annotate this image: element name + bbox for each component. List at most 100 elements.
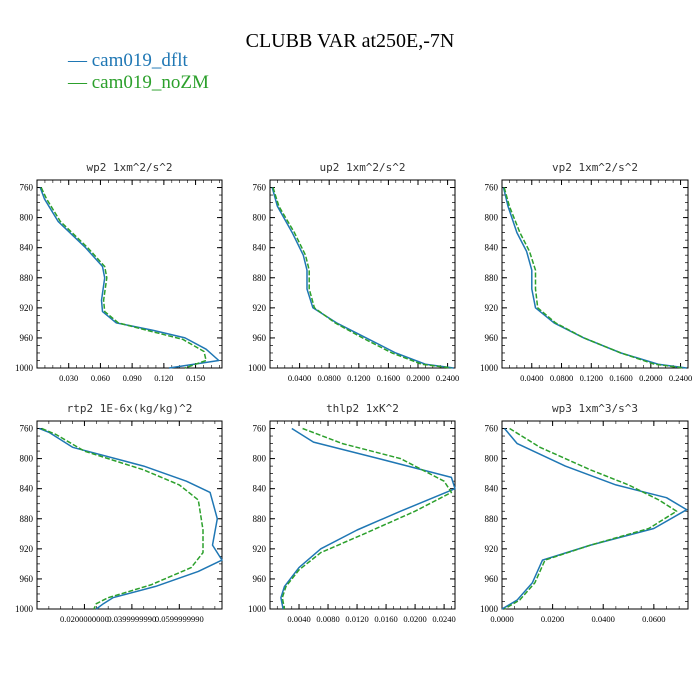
y-tick-label: 760 (253, 183, 267, 193)
x-tick-label: 0.0200000000 (60, 614, 109, 624)
y-tick-label: 800 (485, 454, 499, 464)
y-tick-label: 1000 (15, 363, 34, 373)
y-tick-label: 880 (20, 514, 34, 524)
y-tick-label: 1000 (480, 363, 499, 373)
y-tick-label: 800 (253, 213, 267, 223)
y-tick-label: 760 (20, 183, 34, 193)
panel-title: vp2 1xm^2/s^2 (552, 161, 638, 174)
x-tick-label: 0.1600 (377, 373, 400, 383)
y-tick-label: 840 (253, 243, 267, 253)
y-tick-label: 800 (20, 454, 34, 464)
y-tick-label: 840 (253, 484, 267, 494)
y-tick-label: 920 (20, 303, 34, 313)
y-tick-label: 880 (20, 273, 34, 283)
y-tick-label: 760 (485, 424, 499, 434)
y-tick-label: 960 (20, 574, 34, 584)
x-tick-label: 0.1200 (580, 373, 603, 383)
panel-title: thlp2 1xK^2 (326, 402, 399, 415)
y-tick-label: 880 (253, 514, 267, 524)
y-tick-label: 840 (20, 484, 34, 494)
x-tick-label: 0.0399999990 (107, 614, 156, 624)
y-tick-label: 960 (485, 333, 499, 343)
x-tick-label: 0.0400 (592, 614, 615, 624)
x-tick-label: 0.0400 (520, 373, 543, 383)
x-tick-label: 0.0599999990 (155, 614, 204, 624)
panel-title: wp2 1xm^2/s^2 (86, 161, 172, 174)
y-tick-label: 960 (253, 574, 267, 584)
plot-frame (269, 179, 456, 369)
series-line-cam019-nozm (41, 427, 204, 610)
x-tick-label: 0.1600 (609, 373, 632, 383)
series-line-cam019-dflt (501, 428, 688, 610)
plot-frame (501, 420, 689, 610)
x-tick-label: 0.0400 (288, 373, 311, 383)
x-tick-label: 0.0200 (403, 614, 426, 624)
x-tick-label: 0.2400 (669, 373, 692, 383)
series-line-cam019-nozm (272, 187, 452, 369)
x-tick-label: 0.0800 (550, 373, 573, 383)
plot-frame (501, 179, 689, 369)
series-line-cam019-dflt (39, 427, 223, 610)
y-tick-label: 760 (253, 424, 267, 434)
y-tick-label: 920 (20, 544, 34, 554)
x-tick-label: 0.0200 (541, 614, 564, 624)
y-tick-label: 920 (253, 303, 267, 313)
series-line-cam019-dflt (502, 187, 687, 369)
y-tick-label: 800 (253, 454, 267, 464)
plot-frame (36, 179, 223, 369)
x-tick-label: 0.0000 (490, 614, 513, 624)
x-tick-label: 0.0240 (432, 614, 455, 624)
y-tick-label: 920 (485, 303, 499, 313)
y-tick-label: 800 (20, 213, 34, 223)
plot-frame (36, 420, 223, 610)
y-tick-label: 840 (20, 243, 34, 253)
legend-entry-nozm: — cam019_noZM (68, 72, 209, 93)
y-tick-label: 960 (20, 333, 34, 343)
y-tick-label: 960 (485, 574, 499, 584)
series-line-cam019-dflt (39, 187, 220, 369)
y-tick-label: 1000 (248, 363, 267, 373)
x-tick-label: 0.030 (59, 373, 78, 383)
x-tick-label: 0.0040 (287, 614, 310, 624)
x-tick-label: 0.2400 (436, 373, 459, 383)
series-line-cam019-nozm (40, 187, 207, 369)
x-tick-label: 0.060 (91, 373, 110, 383)
figure-title: CLUBB VAR at250E,-7N (245, 30, 455, 52)
y-tick-label: 1000 (15, 604, 34, 614)
y-tick-label: 760 (20, 424, 34, 434)
legend-entry-dflt: — cam019_dflt (68, 50, 188, 71)
plot-frame (269, 420, 456, 610)
x-tick-label: 0.0600 (642, 614, 665, 624)
y-tick-label: 800 (485, 213, 499, 223)
y-tick-label: 840 (485, 484, 499, 494)
x-tick-label: 0.0120 (345, 614, 368, 624)
y-tick-label: 920 (253, 544, 267, 554)
panel-title: rtp2 1E-6x(kg/kg)^2 (67, 402, 193, 415)
y-tick-label: 880 (485, 273, 499, 283)
panel-title: wp3 1xm^3/s^3 (552, 402, 638, 415)
x-tick-label: 0.120 (154, 373, 173, 383)
y-tick-label: 760 (485, 183, 499, 193)
series-line-cam019-dflt (280, 427, 456, 610)
series-line-cam019-dflt (271, 187, 454, 369)
x-tick-label: 0.0800 (318, 373, 341, 383)
y-tick-label: 840 (485, 243, 499, 253)
y-tick-label: 960 (253, 333, 267, 343)
y-tick-label: 1000 (248, 604, 267, 614)
y-tick-label: 920 (485, 544, 499, 554)
series-line-cam019-nozm (504, 427, 678, 610)
y-tick-label: 1000 (480, 604, 499, 614)
x-tick-label: 0.2000 (639, 373, 662, 383)
series-line-cam019-nozm (281, 427, 453, 610)
series-line-cam019-nozm (503, 187, 685, 369)
x-tick-label: 0.0080 (316, 614, 339, 624)
x-tick-label: 0.0160 (374, 614, 397, 624)
x-tick-label: 0.090 (123, 373, 142, 383)
x-tick-label: 0.150 (186, 373, 205, 383)
panel-title: up2 1xm^2/s^2 (319, 161, 405, 174)
x-tick-label: 0.2000 (406, 373, 429, 383)
y-tick-label: 880 (485, 514, 499, 524)
y-tick-label: 880 (253, 273, 267, 283)
x-tick-label: 0.1200 (347, 373, 370, 383)
